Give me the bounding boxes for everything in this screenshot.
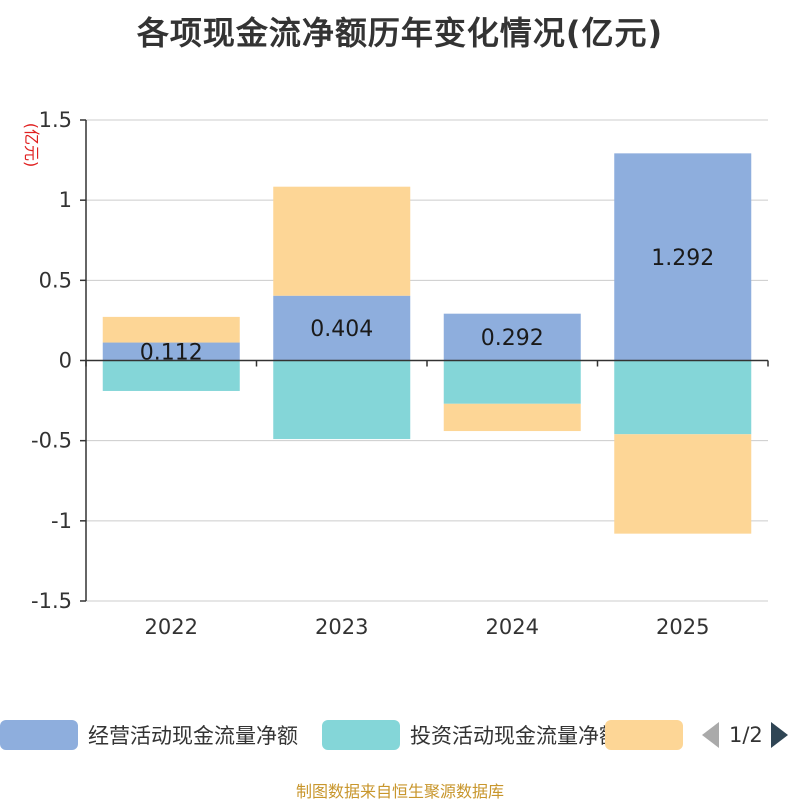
bar-segment <box>443 313 581 361</box>
bar-segment <box>443 360 581 404</box>
data-label: 0.404 <box>310 317 373 342</box>
bar-segment <box>273 295 411 361</box>
legend-item-operating[interactable]: 经营活动现金流量净额 <box>0 717 298 753</box>
data-label: 1.292 <box>651 246 714 271</box>
bar-segment <box>443 403 581 432</box>
legend-label-operating: 经营活动现金流量净额 <box>88 724 298 748</box>
bar-segment <box>273 360 411 440</box>
bar-segment <box>614 434 752 534</box>
bar-segment <box>102 360 240 391</box>
data-source-note: 制图数据来自恒生聚源数据库 <box>295 782 504 801</box>
x-tick-label: 2025 <box>656 615 709 639</box>
y-axis-unit-label: (亿元) <box>22 123 41 168</box>
data-label: 0.292 <box>481 326 544 351</box>
legend: 经营活动现金流量净额 投资活动现金流量净额 <box>0 717 800 753</box>
bar-segment <box>102 316 240 343</box>
x-tick-label: 2024 <box>486 615 539 639</box>
chart-title: 各项现金流净额历年变化情况(亿元) <box>136 14 664 52</box>
x-tick-label: 2022 <box>145 615 198 639</box>
legend-swatch-investing <box>322 720 400 750</box>
next-page-icon[interactable] <box>770 722 788 748</box>
legend-label-investing: 投资活动现金流量净额 <box>410 724 620 748</box>
legend-page-indicator: 1/2 <box>729 723 763 747</box>
y-tick-label: 0 <box>59 349 72 373</box>
y-tick-label: -0.5 <box>31 429 72 453</box>
y-tick-label: 1.5 <box>39 108 72 132</box>
bar-segment <box>614 153 752 361</box>
y-tick-label: 0.5 <box>39 268 72 292</box>
legend-item-financing[interactable] <box>605 717 683 753</box>
bar-chart: 1.5 1 0.5 0 -0.5 -1 -1.5 (亿元) 2022 2023 2024 2025 0.… <box>22 108 769 639</box>
legend-swatch-financing <box>605 720 683 750</box>
legend-swatch-operating <box>0 720 78 750</box>
prev-page-icon[interactable] <box>702 722 719 748</box>
bar-segment <box>102 342 240 361</box>
legend-pager: 1/2 <box>700 717 800 753</box>
legend-item-investing[interactable]: 投资活动现金流量净额 <box>322 717 620 753</box>
data-label: 0.112 <box>140 341 203 366</box>
y-tick-label: -1 <box>51 509 72 533</box>
y-tick-label: 1 <box>59 188 72 212</box>
bar-segment <box>273 186 411 296</box>
bar-segment <box>614 360 752 435</box>
x-tick-label: 2023 <box>315 615 368 639</box>
y-tick-label: -1.5 <box>31 589 72 613</box>
